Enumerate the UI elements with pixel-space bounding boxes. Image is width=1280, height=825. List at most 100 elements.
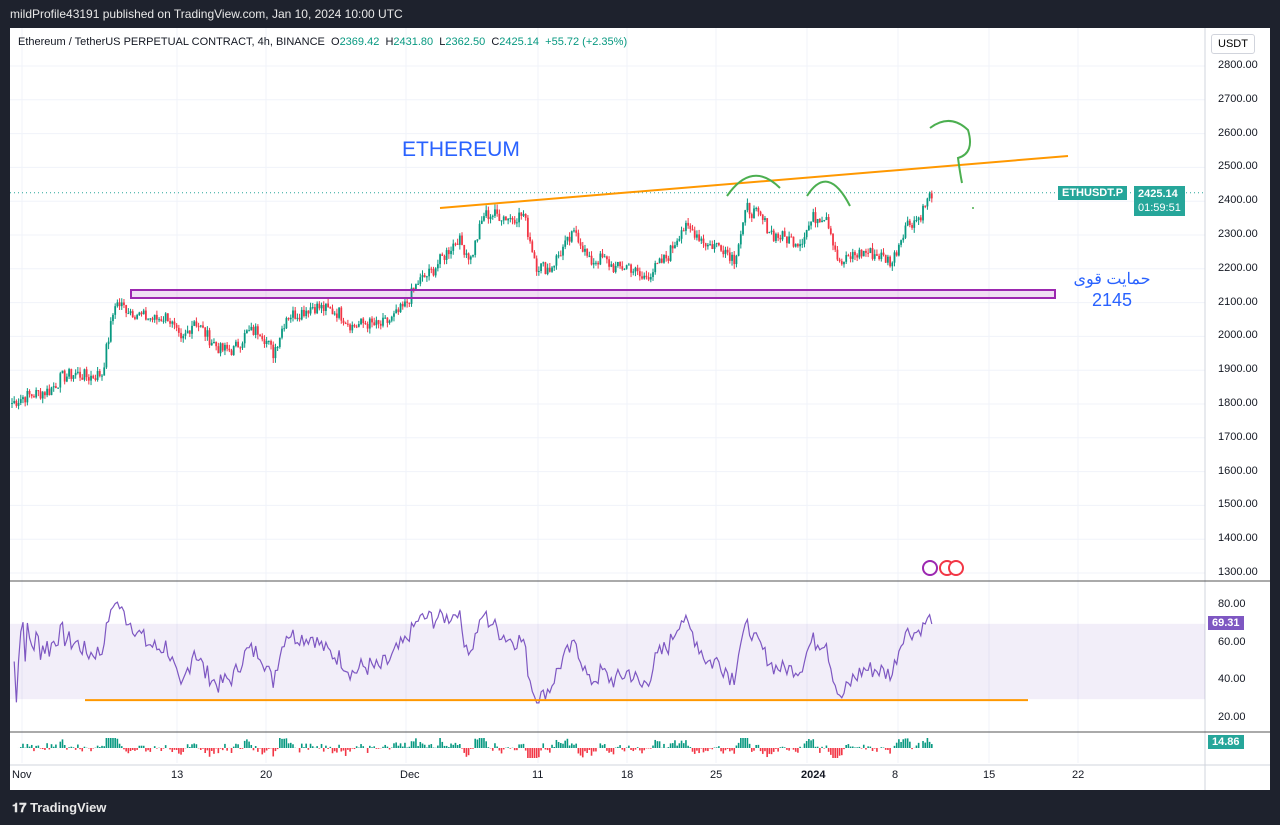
candle-body <box>441 254 444 256</box>
time-tick: 11 <box>532 769 544 781</box>
candle-body <box>116 302 119 307</box>
candle-body <box>928 193 931 199</box>
osc-bar <box>783 747 786 748</box>
price-tick: 2000.00 <box>1218 329 1258 342</box>
osc-bar <box>375 748 378 749</box>
osc-bar <box>81 748 84 752</box>
osc-bar <box>693 748 696 754</box>
osc-bar <box>740 738 742 748</box>
osc-bar <box>272 748 275 757</box>
candle-body <box>17 402 20 406</box>
candle-body <box>546 267 549 275</box>
candle-body <box>926 198 929 207</box>
candle-body <box>180 332 182 339</box>
osc-bar <box>399 743 402 748</box>
osc-bar <box>507 747 509 748</box>
candle-body <box>208 330 211 346</box>
candle-body <box>228 348 231 351</box>
candle-body <box>913 220 916 228</box>
candle-body <box>671 245 674 249</box>
osc-bar <box>182 748 185 752</box>
candle-body <box>829 228 832 234</box>
candle-body <box>41 392 44 399</box>
osc-bar <box>129 748 132 752</box>
candle-body <box>245 330 248 334</box>
price-tick: 1400.00 <box>1218 532 1258 545</box>
osc-bar <box>415 738 417 748</box>
osc-bar <box>333 748 336 752</box>
candle-body <box>388 320 391 323</box>
osc-bar <box>678 743 681 748</box>
candle-body <box>76 371 79 373</box>
candle-body <box>408 302 411 304</box>
osc-bar <box>162 748 165 749</box>
candle-body <box>237 341 240 348</box>
candle-body <box>834 245 837 250</box>
low-value: 2362.50 <box>445 36 486 48</box>
top-arc-mark <box>806 180 851 207</box>
candle-body <box>658 258 661 264</box>
candle-body <box>224 344 226 351</box>
candle-body <box>426 276 428 278</box>
candle-body <box>329 306 332 309</box>
candle-body <box>851 252 854 259</box>
osc-bar <box>608 748 610 753</box>
osc-bar <box>748 743 751 748</box>
osc-bar <box>136 748 138 750</box>
osc-bar <box>169 748 171 750</box>
osc-bar <box>470 748 472 749</box>
candle-body <box>415 284 417 290</box>
candle-body <box>300 309 303 320</box>
candle-body <box>39 391 42 399</box>
candle-body <box>177 327 180 333</box>
chart-canvas[interactable] <box>10 28 1270 790</box>
osc-bar <box>862 744 865 748</box>
candle-body <box>766 218 769 234</box>
support-label: حمایت قوی <box>1073 271 1151 288</box>
candle-body <box>726 249 729 253</box>
candle-body <box>781 231 784 240</box>
osc-bar <box>904 738 907 748</box>
candle-body <box>790 236 793 238</box>
candle-body <box>127 313 130 315</box>
candle-body <box>263 339 266 345</box>
osc-bar <box>770 748 773 755</box>
osc-bar <box>502 748 505 750</box>
candle-body <box>450 250 452 255</box>
osc-bar <box>237 744 239 748</box>
candle-body <box>81 377 84 380</box>
osc-bar <box>292 744 294 748</box>
candle-body <box>145 310 147 320</box>
candle-body <box>821 220 823 223</box>
osc-bar <box>153 746 156 748</box>
price-tick: 1700.00 <box>1218 430 1258 443</box>
candle-body <box>267 340 270 342</box>
candle-body <box>483 216 485 221</box>
candle-body <box>349 324 351 331</box>
candle-body <box>478 223 481 240</box>
candle-body <box>917 217 920 220</box>
candle-body <box>748 202 751 215</box>
osc-bar <box>112 738 114 748</box>
candle-body <box>586 248 589 256</box>
currency-button[interactable]: USDT <box>1211 34 1255 54</box>
candle-body <box>645 275 648 278</box>
candle-body <box>467 253 470 260</box>
open-value: 2369.42 <box>339 36 380 48</box>
candle-body <box>314 307 316 314</box>
candle-body <box>818 218 821 223</box>
candle-body <box>678 238 681 241</box>
osc-bar <box>171 748 174 753</box>
osc-bar <box>55 744 57 748</box>
osc-bar <box>123 748 125 750</box>
osc-bar <box>149 748 152 752</box>
candle-body <box>619 261 621 267</box>
chart-panel[interactable]: Ethereum / TetherUS PERPETUAL CONTRACT, … <box>10 28 1270 790</box>
osc-bar <box>410 741 413 748</box>
osc-bar <box>140 745 143 748</box>
support-annotation: حمایت قوی 2145 <box>1072 270 1152 310</box>
candle-body <box>713 243 716 249</box>
tradingview-logo[interactable]: 𝟏𝟕 TradingView <box>12 800 106 816</box>
candle-body <box>360 318 362 325</box>
osc-bar <box>283 738 286 748</box>
